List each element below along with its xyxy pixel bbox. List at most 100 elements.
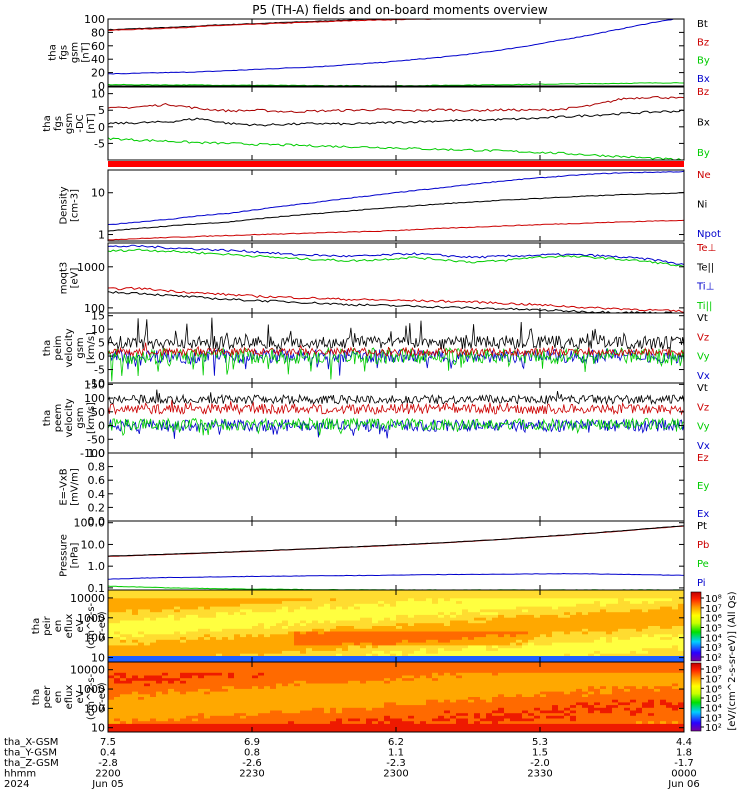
spectrogram-cell <box>276 606 283 610</box>
spectrogram-cell <box>534 707 541 712</box>
spectrogram-cell <box>564 653 571 658</box>
spectrogram-cell <box>582 688 589 693</box>
spectrogram-cell <box>174 723 181 728</box>
spectrogram-cell <box>384 595 391 599</box>
spectrogram-cell <box>420 642 427 646</box>
spectrogram-cell <box>132 637 139 641</box>
spectrogram-cell <box>606 664 613 668</box>
spectrogram-cell <box>222 653 229 658</box>
spectrogram-cell <box>372 667 379 671</box>
spectrogram-cell <box>288 639 295 644</box>
spectrogram-cell <box>504 631 511 635</box>
spectrogram-cell <box>546 609 553 613</box>
spectrogram-cell <box>636 617 643 622</box>
spectrogram-cell <box>300 620 307 624</box>
spectrogram-cell <box>246 672 253 677</box>
spectrogram-cell <box>132 612 139 616</box>
spectrogram-cell <box>312 683 319 687</box>
spectrogram-cell <box>114 670 121 674</box>
spectrogram-cell <box>204 670 211 674</box>
spectrogram-cell <box>348 715 355 720</box>
spectrogram-cell <box>216 672 223 677</box>
spectrogram-cell <box>432 713 439 717</box>
spectrogram-cell <box>564 645 571 649</box>
spectrogram-cell <box>534 626 541 630</box>
spectrogram-cell <box>348 697 355 701</box>
spectrogram-cell <box>276 623 283 627</box>
spectrogram-cell <box>516 595 523 599</box>
spectrogram-cell <box>360 688 367 693</box>
spectrogram-cell <box>282 628 289 633</box>
spectrogram-cell <box>318 614 325 619</box>
spectrogram-cell <box>510 699 517 703</box>
spectrogram-cell <box>210 612 217 616</box>
spectrogram-cell <box>504 688 511 693</box>
spectrogram-cell <box>492 707 499 712</box>
spectrogram-cell <box>216 718 223 722</box>
spectrogram-cell <box>342 620 349 624</box>
spectrogram-cell <box>192 699 199 703</box>
spectrogram-cell <box>378 645 385 649</box>
spectrogram-cell <box>114 606 121 610</box>
spectrogram-cell <box>204 672 211 677</box>
spectrogram-cell <box>630 606 637 610</box>
spectrogram-cell <box>504 707 511 712</box>
spectrogram-cell <box>390 662 397 666</box>
spectrogram-cell <box>480 595 487 599</box>
y-tick-label: 100 <box>84 632 105 645</box>
spectrogram-cell <box>414 590 421 594</box>
spectrogram-cell <box>498 653 505 658</box>
spectrogram-cell <box>426 601 433 605</box>
spectrogram-cell <box>492 726 499 730</box>
spectrogram-cell <box>282 595 289 599</box>
spectrogram-cell <box>126 603 133 608</box>
spectrogram-cell <box>480 626 487 630</box>
spectrogram-cell <box>408 650 415 655</box>
spectrogram-cell <box>450 645 457 649</box>
spectrogram-cell <box>132 623 139 627</box>
spectrogram-cell <box>648 634 655 638</box>
spectrogram-cell <box>642 634 649 638</box>
spectrogram-cell <box>138 628 145 633</box>
spectrogram-cell <box>618 653 625 658</box>
spectrogram-cell <box>600 612 607 616</box>
spectrogram-cell <box>198 590 205 594</box>
spectrogram-cell <box>192 653 199 658</box>
series-Npot <box>108 170 684 225</box>
spectrogram-cell <box>348 699 355 703</box>
spectrogram-cell <box>348 680 355 685</box>
spectrogram-cell <box>324 653 331 658</box>
spectrogram-cell <box>246 662 253 666</box>
spectrogram-cell <box>522 617 529 622</box>
spectrogram-cell <box>348 686 355 690</box>
spectrogram-cell <box>558 729 565 732</box>
spectrogram-cell <box>672 603 679 608</box>
spectrogram-cell <box>654 634 661 638</box>
spectrogram-cell <box>156 620 163 624</box>
spectrogram-cell <box>450 715 457 720</box>
spectrogram-cell <box>258 650 265 655</box>
spectrogram-cell <box>360 667 367 671</box>
spectrogram-cell <box>168 713 175 717</box>
spectrogram-cell <box>462 595 469 599</box>
spectrogram-cell <box>282 626 289 630</box>
spectrogram-cell <box>360 705 367 709</box>
spectrogram-cell <box>216 648 223 652</box>
spectrogram-cell <box>306 650 313 655</box>
spectrogram-cell <box>546 694 553 698</box>
spectrogram-cell <box>366 598 373 602</box>
spectrogram-cell <box>510 634 517 638</box>
spectrogram-cell <box>666 595 673 599</box>
spectrogram-cell <box>462 688 469 693</box>
spectrogram-cell <box>354 639 361 644</box>
spectrogram-cell <box>216 637 223 641</box>
spectrogram-cell <box>450 601 457 605</box>
spectrogram-cell <box>288 697 295 701</box>
spectrogram-cell <box>234 678 241 682</box>
spectrogram-cell <box>594 653 601 658</box>
spectrogram-cell <box>546 637 553 641</box>
spectrogram-cell <box>378 620 385 624</box>
spectrogram-cell <box>582 623 589 627</box>
spectrogram-cell <box>144 686 151 690</box>
spectrogram-cell <box>336 631 343 635</box>
